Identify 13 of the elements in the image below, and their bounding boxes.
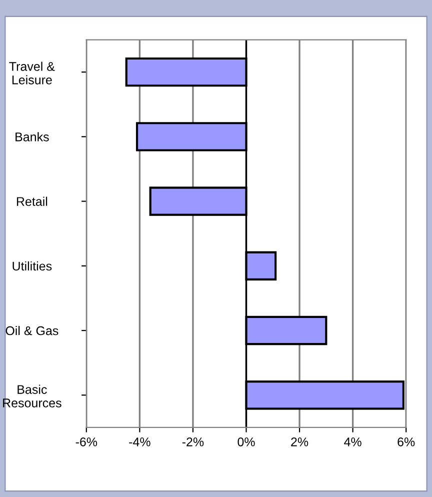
y-tick-label: Banks [16,132,49,142]
y-tick-label: Oil & Gas [6,326,58,336]
x-tick-label: 6% [398,437,415,446]
y-tick-label: Travel & Leisure [9,62,55,84]
x-tick-label: 0% [238,437,255,446]
x-tick-label: 4% [344,438,362,446]
x-tick-label: -6% [76,437,98,446]
y-tick-label: Basic Resources [3,384,62,408]
y-tick-label: Utilities [12,261,52,271]
x-tick-label: -4% [129,438,150,446]
y-tick-label: Retail [16,196,48,206]
x-tick-label: 2% [291,437,308,446]
x-tick-label: -2% [182,437,204,446]
